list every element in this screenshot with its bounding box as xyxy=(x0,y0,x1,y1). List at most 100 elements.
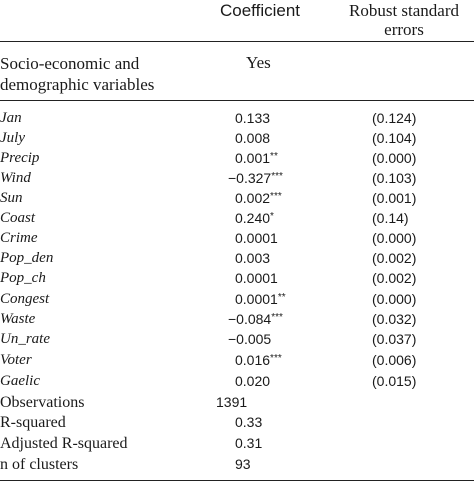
standard-error: (0.000) xyxy=(372,150,417,166)
coefficient-value: 0.020 xyxy=(235,373,270,389)
coefficient-number: 0.002 xyxy=(235,190,271,206)
stat-value: 1391 xyxy=(216,394,248,410)
significance-stars: *** xyxy=(270,353,282,364)
table-row-july: July 0.008 (0.104) xyxy=(0,130,474,150)
standard-error: (0.037) xyxy=(372,331,417,347)
variable-name: Crime xyxy=(0,230,38,246)
variable-name: Voter xyxy=(0,352,32,368)
coefficient-value: 0.001** xyxy=(235,150,278,166)
standard-error: (0.124) xyxy=(372,110,417,126)
standard-error: (0.000) xyxy=(372,230,417,246)
variable-name: Pop_ch xyxy=(0,270,46,286)
standard-error: (0.002) xyxy=(372,250,417,266)
coefficient-number: 0.0001 xyxy=(235,270,278,286)
significance-stars: * xyxy=(270,211,274,222)
variable-name: Sun xyxy=(0,190,23,206)
variable-name: Congest xyxy=(0,291,50,307)
coefficient-number: 0.003 xyxy=(235,250,271,266)
variable-name: Gaelic xyxy=(0,373,40,389)
standard-error: (0.002) xyxy=(372,270,417,286)
variable-name: Wind xyxy=(0,170,31,186)
significance-stars: ** xyxy=(270,151,278,162)
section-label-line1: Socio-economic and xyxy=(0,54,140,73)
section-rule xyxy=(0,100,474,101)
section-value: Yes xyxy=(246,53,271,72)
variable-name: Coast xyxy=(0,210,36,226)
coefficient-number: 0.016 xyxy=(235,352,271,368)
significance-stars: ** xyxy=(277,292,286,303)
table-row-voter: Voter 0.016*** (0.006) xyxy=(0,352,474,372)
table-row-pop-den: Pop_den 0.003 (0.002) xyxy=(0,250,474,270)
standard-error: (0.015) xyxy=(372,373,417,389)
standard-error: (0.104) xyxy=(372,130,417,146)
table-row-un-rate: Un_rate −0.005 (0.037) xyxy=(0,331,474,351)
table-row-gaelic: Gaelic 0.020 (0.015) xyxy=(0,373,474,393)
coefficient-value: 0.002*** xyxy=(235,190,282,206)
variable-name: Precip xyxy=(0,150,40,166)
section-label: Socio-economic and demographic variables xyxy=(0,53,154,95)
table-row-sun: Sun 0.002*** (0.001) xyxy=(0,190,474,210)
coefficient-number: 0.133 xyxy=(235,110,271,126)
coefficient-number: 0.240 xyxy=(235,210,271,226)
bottom-rule xyxy=(0,480,474,481)
stat-name: R-squared xyxy=(0,414,66,431)
header-coefficient: Coefficient xyxy=(220,1,301,20)
coefficient-number: −0.084 xyxy=(228,311,272,327)
significance-stars: *** xyxy=(271,312,283,323)
coefficient-number: −0.327 xyxy=(228,170,272,186)
stat-name: n of clusters xyxy=(0,456,79,473)
coefficient-value: 0.240* xyxy=(235,210,274,226)
variable-name: July xyxy=(0,130,25,146)
header-rule xyxy=(0,41,474,42)
coefficient-value: −0.005 xyxy=(228,331,271,347)
standard-error: (0.000) xyxy=(372,291,417,307)
coefficient-number: 0.0001 xyxy=(235,291,278,307)
variable-name: Pop_den xyxy=(0,250,54,266)
stat-row-adjusted-r-squared: Adjusted R-squared 0.31 xyxy=(0,435,474,455)
coefficient-value: 0.016*** xyxy=(235,352,282,368)
coefficient-number: 0.0001 xyxy=(235,230,278,246)
stat-row-n-clusters: n of clusters 93 xyxy=(0,456,474,476)
table-row-wind: Wind −0.327*** (0.103) xyxy=(0,170,474,190)
table-row-precip: Precip 0.001** (0.000) xyxy=(0,150,474,170)
coefficient-number: 0.001 xyxy=(235,150,271,166)
stat-value: 0.31 xyxy=(235,435,263,451)
stat-name: Adjusted R-squared xyxy=(0,435,128,452)
standard-error: (0.14) xyxy=(372,210,409,226)
coefficient-value: −0.327*** xyxy=(228,170,283,186)
table-row-congest: Congest 0.0001** (0.000) xyxy=(0,291,474,311)
coefficient-value: 0.003 xyxy=(235,250,270,266)
standard-error: (0.001) xyxy=(372,190,417,206)
variable-name: Un_rate xyxy=(0,331,50,347)
variable-name: Waste xyxy=(0,311,36,327)
coefficient-number: 0.008 xyxy=(235,130,271,146)
coefficient-value: −0.084*** xyxy=(228,311,283,327)
coefficient-value: 0.0001 xyxy=(235,270,278,286)
stat-row-r-squared: R-squared 0.33 xyxy=(0,414,474,434)
header-robust-se-line2: errors xyxy=(384,20,424,39)
stat-value: 0.33 xyxy=(235,414,263,430)
coefficient-value: 0.0001** xyxy=(235,291,286,307)
standard-error: (0.006) xyxy=(372,352,417,368)
section-label-line2: demographic variables xyxy=(0,75,155,94)
coefficient-value: 0.008 xyxy=(235,130,270,146)
significance-stars: *** xyxy=(270,191,282,202)
stat-row-observations: Observations 1391 xyxy=(0,394,474,414)
significance-stars: *** xyxy=(271,171,283,182)
variable-name: Jan xyxy=(0,110,22,126)
standard-error: (0.103) xyxy=(372,170,417,186)
table-row-crime: Crime 0.0001 (0.000) xyxy=(0,230,474,250)
stat-name: Observations xyxy=(0,394,85,411)
header-robust-se: Robust standard errors xyxy=(334,1,474,39)
table-row-coast: Coast 0.240* (0.14) xyxy=(0,210,474,230)
stat-value: 93 xyxy=(235,456,251,472)
coefficient-value: 0.133 xyxy=(235,110,270,126)
table-row-jan: Jan 0.133 (0.124) xyxy=(0,110,474,130)
table-row-pop-ch: Pop_ch 0.0001 (0.002) xyxy=(0,270,474,290)
coefficient-number: 0.020 xyxy=(235,373,271,389)
header-robust-se-line1: Robust standard xyxy=(348,1,460,20)
coefficient-number: −0.005 xyxy=(228,331,272,347)
standard-error: (0.032) xyxy=(372,311,417,327)
table-row-waste: Waste −0.084*** (0.032) xyxy=(0,311,474,331)
coefficient-value: 0.0001 xyxy=(235,230,278,246)
